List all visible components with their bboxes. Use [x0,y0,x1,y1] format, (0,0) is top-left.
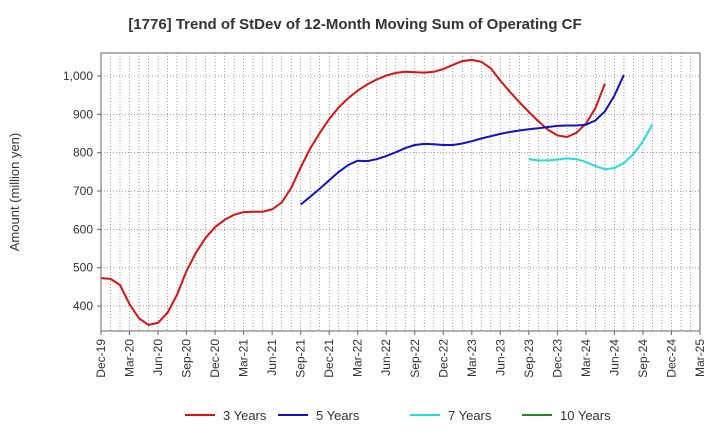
x-tick-label: Sep-22 [408,339,422,378]
y-tick-label: 1,000 [63,69,93,83]
y-tick-label: 600 [73,222,93,236]
chart-title: [1776] Trend of StDev of 12-Month Moving… [128,16,581,33]
x-tick-label: Jun-23 [493,339,507,376]
y-tick-label: 700 [73,184,93,198]
x-tick-label: Jun-24 [607,339,621,376]
gridlines [100,53,701,331]
x-tick-label: Dec-24 [664,339,678,378]
series-line-5-years [300,74,625,206]
x-tick-label: Mar-25 [693,339,707,377]
legend-label-5-years: 5 Years [316,408,360,423]
x-tick-label: Jun-21 [265,339,279,376]
series-line-7-years [528,123,654,171]
x-tick-label: Dec-20 [208,339,222,378]
legend-label-7-years: 7 Years [448,408,492,423]
series-lines [100,58,654,326]
x-tick-label: Sep-23 [522,339,536,378]
x-tick-label: Jun-20 [151,339,165,376]
x-tick-label: Dec-19 [94,339,108,378]
x-tick-label: Mar-21 [237,339,251,377]
x-axis-ticks: Dec-19 Mar-20 Jun-20 Sep-20 Dec-20 Mar-21 Jun-… [94,331,707,378]
legend-label-3-years: 3 Years [223,408,267,423]
legend: 3 Years 5 Years 7 Years 10 Years [185,408,611,423]
x-tick-label: Mar-22 [351,339,365,377]
x-tick-label: Dec-23 [550,339,564,378]
plot-area [100,52,701,332]
x-tick-label: Jun-22 [379,339,393,376]
x-tick-label: Sep-21 [294,339,308,378]
x-tick-label: Mar-24 [579,339,593,377]
y-axis-label: Amount (million yen) [7,133,22,252]
x-tick-label: Sep-24 [636,339,650,378]
y-tick-label: 500 [73,261,93,275]
y-tick-label: 800 [73,146,93,160]
x-tick-label: Mar-20 [123,339,137,377]
y-axis-ticks: 400 500 600 700 800 900 1,000 [63,69,101,313]
x-tick-label: Mar-23 [465,339,479,377]
series-line-3-years [100,58,606,326]
legend-label-10-years: 10 Years [560,408,611,423]
x-tick-label: Dec-22 [436,339,450,378]
x-tick-label: Sep-20 [180,339,194,378]
y-tick-label: 400 [73,299,93,313]
x-tick-label: Dec-21 [322,339,336,378]
y-tick-label: 900 [73,107,93,121]
